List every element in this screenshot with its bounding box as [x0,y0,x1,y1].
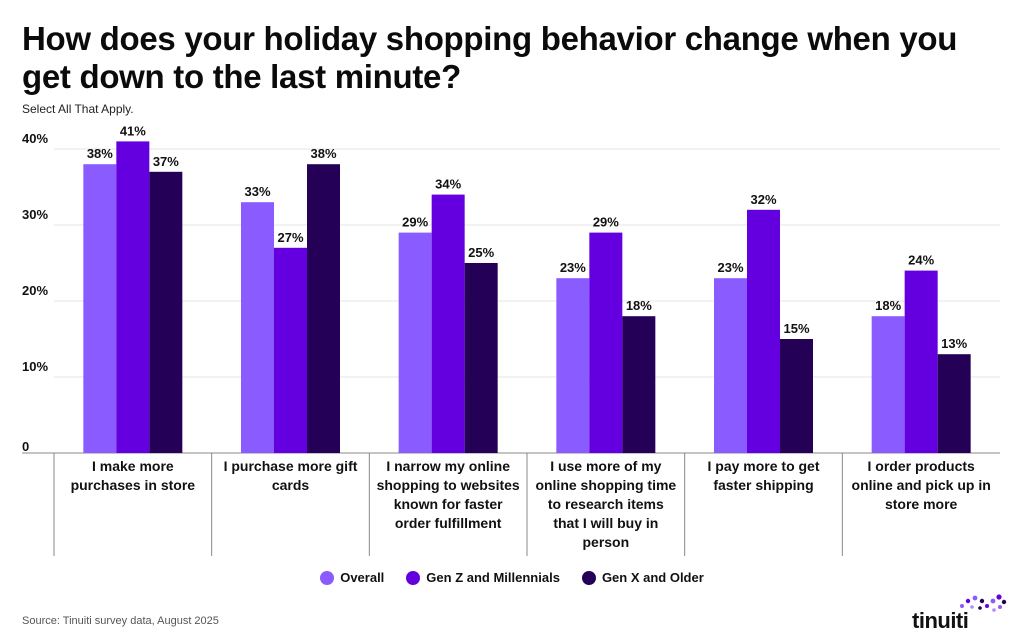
y-tick-label: 20% [22,283,48,298]
y-tick-label: 40% [22,131,48,146]
category-label: online shopping time [535,477,676,493]
category-label: purchases in store [71,477,196,493]
category-label: store more [885,496,958,512]
y-tick-label: 30% [22,207,48,222]
bar [556,278,590,453]
legend-item: Gen X and Older [581,570,704,585]
bar-value-label: 29% [593,215,619,230]
bar-value-label: 38% [310,146,336,161]
legend-swatch [320,570,335,585]
bar-value-label: 13% [941,336,967,351]
bar [937,354,971,453]
bar [274,247,307,453]
legend-label: Overall [340,570,385,585]
bar [149,171,183,454]
bar-value-label: 23% [717,260,743,275]
bar [622,316,656,453]
category-label: person [582,534,629,550]
category-label: order fulfillment [395,515,502,531]
category-label: I make more [92,458,174,474]
category-label: I pay more to get [707,458,819,474]
bar-value-label: 33% [244,184,270,199]
logo-wordmark: tinuiti [912,608,969,633]
bar-chart: 0 10% 20% 30% 40% 38% 41% 37% I make more purchas… [22,123,1000,556]
category-label: I use more of my [550,458,661,474]
category-label: cards [272,477,310,493]
bar [431,194,465,453]
bar-value-label: 18% [875,298,901,313]
bar-value-label: 27% [277,230,303,245]
category-label: to research items [548,496,664,512]
legend-swatch [406,570,421,585]
bar [714,278,747,453]
bar [780,339,813,453]
category-label: known for faster [394,496,503,512]
bar-value-label: 41% [120,123,146,138]
bar-value-label: 29% [402,215,428,230]
bar [589,232,623,453]
bar-value-label: 34% [435,177,461,192]
category-label: I purchase more gift [224,458,358,474]
chart-title: How does your holiday shopping behavior … [22,20,958,95]
bar-value-label: 37% [153,154,179,169]
legend-label: Gen Z and Millennials [426,570,560,585]
legend-label: Gen X and Older [601,570,704,585]
category-label: that I will buy in [553,515,658,531]
category-label: I narrow my online [386,458,510,474]
y-tick-label: 0 [22,439,29,454]
source-note: Source: Tinuiti survey data, August 2025 [22,615,219,627]
category-label: faster shipping [713,477,813,493]
bar [398,232,432,453]
bar-value-label: 18% [626,298,652,313]
bar [241,202,274,453]
tinuiti-logo: tinuiti [912,592,1008,633]
bar-value-label: 15% [783,321,809,336]
bar-value-label: 38% [87,146,113,161]
bar [464,263,498,453]
bar [116,141,150,453]
legend-swatch [581,570,596,585]
logo-dots-icon [960,594,1007,612]
bar-value-label: 32% [750,192,776,207]
bar-value-label: 24% [908,253,934,268]
category-label: shopping to websites [377,477,520,493]
bar [904,270,938,453]
bar-value-label: 25% [468,245,494,260]
bar [83,164,117,453]
bar [871,316,905,453]
bar [747,209,780,453]
category-label: I order products [867,458,975,474]
legend-item: Overall [320,570,384,585]
chart-legend: Overall Gen Z and Millennials Gen X and Ol… [0,570,1024,585]
bar-value-label: 23% [560,260,586,275]
y-tick-label: 10% [22,359,48,374]
chart-subtitle: Select All That Apply. [22,102,134,116]
category-label: online and pick up in [852,477,991,493]
bar [307,164,340,453]
legend-item: Gen Z and Millennials [406,570,560,585]
